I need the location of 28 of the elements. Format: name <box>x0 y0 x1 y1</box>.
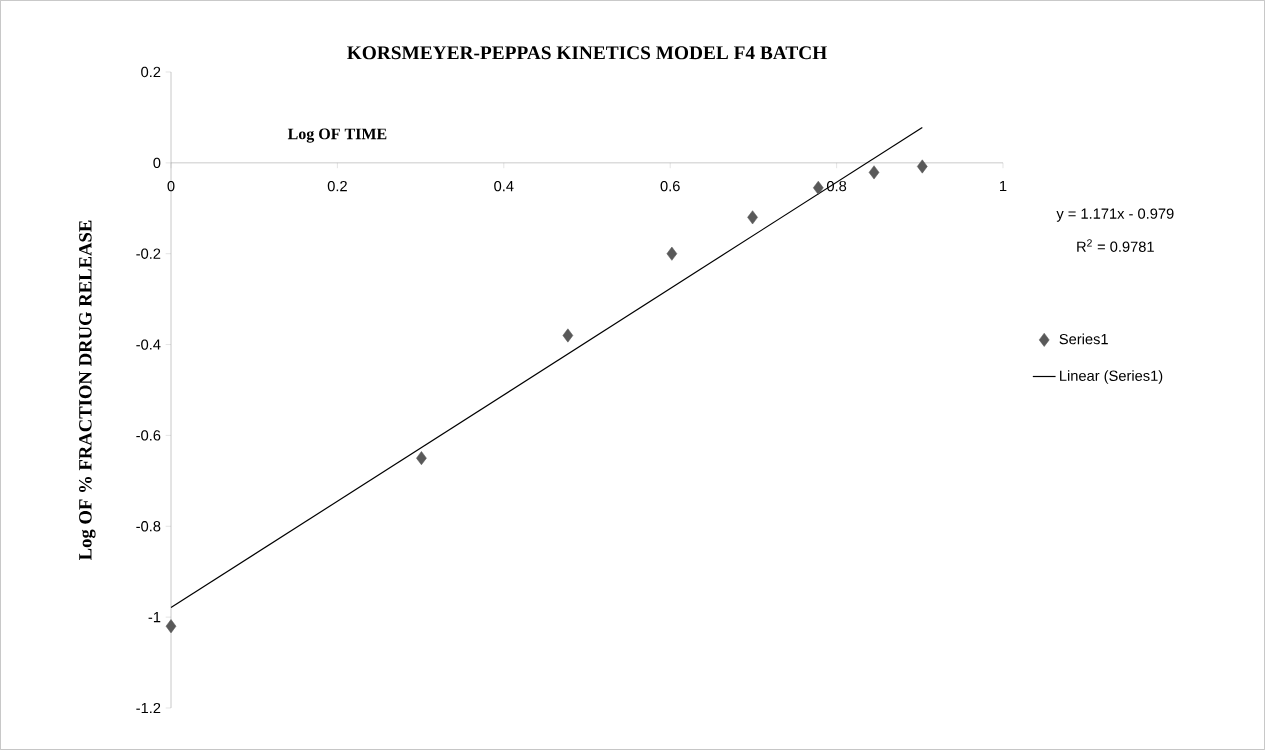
y-tick-label: 0 <box>153 157 161 169</box>
x-tick-label: 1 <box>1000 180 1007 191</box>
point <box>666 246 678 261</box>
y-tick-label: -0.8 <box>136 521 161 532</box>
text: y = 1.171x - 0.979 <box>1056 208 1174 222</box>
x-tick-label: 0.4 <box>494 180 514 192</box>
x-tick-label: 0.2 <box>327 180 347 192</box>
y-tick-label: -1 <box>148 612 161 623</box>
x-tick-label: 0.6 <box>660 180 680 192</box>
point <box>165 619 177 634</box>
point <box>813 180 824 195</box>
x-axis-title: Log OF TIME <box>287 128 387 143</box>
chart-title: KORSMEYER-PEPPAS KINETICS MODEL F4 BATCH <box>347 46 827 60</box>
point <box>917 159 928 174</box>
legend-label: Series1 <box>1059 333 1108 345</box>
y-tick-label: -0.2 <box>136 248 161 259</box>
y-tick-label: -1.2 <box>136 702 161 714</box>
text: R$^{2}$ = 0.9781 <box>1077 239 1154 252</box>
point <box>747 210 758 225</box>
y-axis-title: Log OF % FRACTION DRUG RELEASE <box>79 220 96 561</box>
y-tick-label: -0.6 <box>136 430 161 441</box>
y-tick-label: -0.4 <box>136 339 161 350</box>
y-tick-label: 0.2 <box>141 66 161 78</box>
point <box>416 451 427 466</box>
point <box>562 328 574 343</box>
x-tick-label: 0 <box>167 180 175 192</box>
legend-label: Linear (Series1) <box>1060 370 1163 384</box>
point <box>868 165 880 180</box>
